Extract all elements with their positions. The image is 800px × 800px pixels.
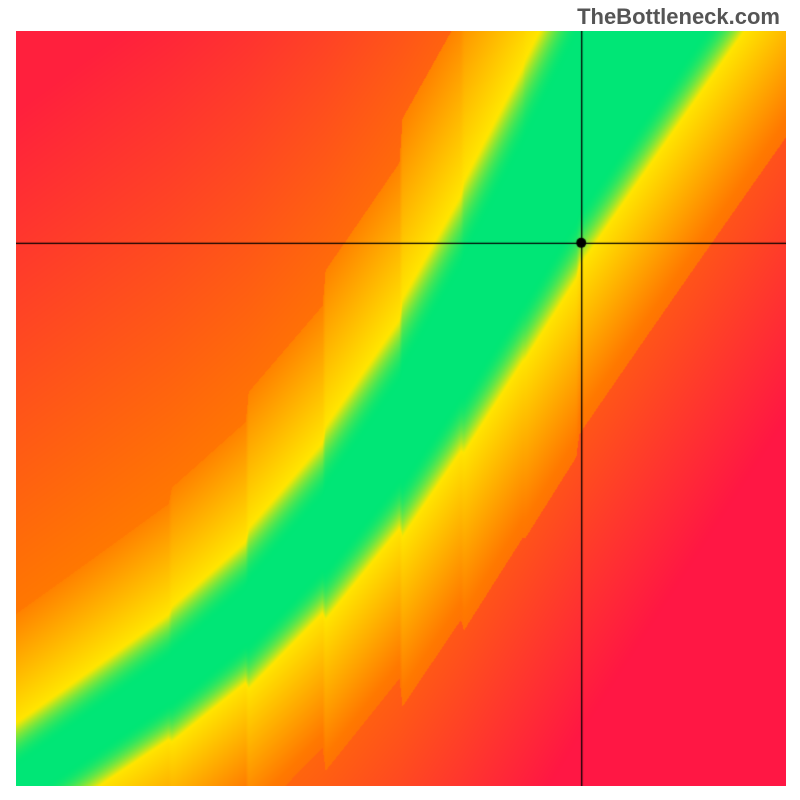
watermark-text: TheBottleneck.com — [577, 4, 780, 30]
heatmap-canvas — [16, 31, 786, 786]
chart-container: TheBottleneck.com — [0, 0, 800, 800]
plot-area — [15, 30, 787, 787]
